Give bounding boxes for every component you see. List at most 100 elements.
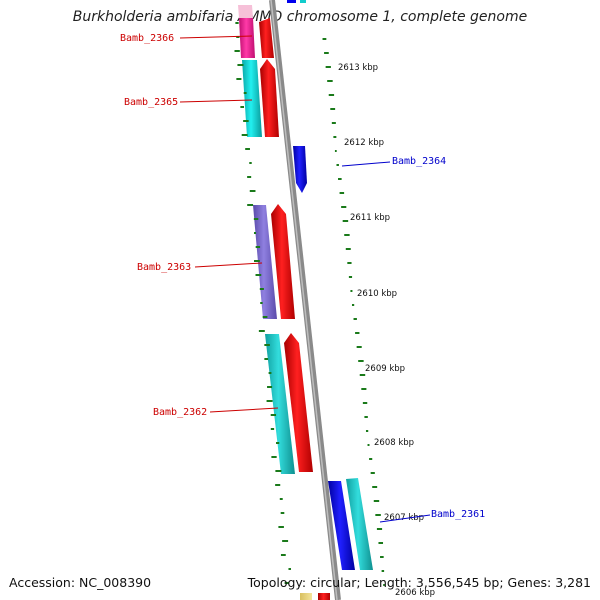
gene-bamb-2362-color-block [265,334,295,474]
gc-tick-outer [336,164,339,166]
gc-tick-inner [245,148,250,150]
gc-tick-outer [344,234,350,236]
partial-feature-bottom [300,593,330,600]
gene-leader-line [341,161,391,167]
gc-tick-outer [322,38,327,40]
gene-bamb-2361[interactable] [328,478,373,570]
gc-tick-outer [347,262,352,264]
gc-tick-inner [240,106,245,108]
gene-bamb-2362[interactable] [265,333,313,474]
scale-tick-label: 2613 kbp [338,63,378,73]
gene-bamb-2365[interactable] [242,59,279,137]
gc-tick-inner [280,554,286,556]
gc-tick-inner [243,92,247,94]
topology-label: Topology: circular; Length: 3,556,545 bp… [247,575,591,590]
gc-tick-inner [253,218,259,220]
gene-bamb-2361-color-block [346,478,373,570]
gc-tick-inner [282,540,289,542]
gc-tick-outer [338,178,342,180]
gc-tick-outer [364,416,368,418]
gene-label[interactable]: Bamb_2362 [153,407,207,418]
gc-tick-outer [350,290,353,292]
gene-label[interactable]: Bamb_2363 [137,262,191,273]
gc-tick-outer [355,332,360,334]
gc-tick-outer [373,500,380,502]
gc-tick-inner [253,232,257,234]
gc-tick-inner [255,274,262,276]
partial-feature-top [287,0,296,3]
scale-tick-label: 2610 kbp [357,289,397,299]
gc-tick-outer [345,248,351,250]
gene-bamb-2363-color-block [253,205,277,319]
gene-labels: Bamb_2366 Bamb_2365 Bamb_2364 Bamb_2363 Bamb… [120,33,485,523]
gc-tick-inner [259,288,264,290]
gc-tick-inner [275,470,282,472]
gc-tick-inner [280,512,285,514]
gene-bamb-2366-color-block [239,18,255,58]
gene-bamb-2363[interactable] [253,204,295,319]
gc-tick-inner [260,302,263,304]
gene-bamb-2362-cds-arrow [284,333,313,472]
scale-tick-label: 2611 kbp [350,213,390,223]
gene-bamb-2363-cds-arrow [271,204,295,319]
gc-tick-outer [327,80,333,82]
scale-tick-label: 2612 kbp [344,138,384,148]
gc-tick-outer [353,318,357,320]
gc-tick-inner [243,120,249,122]
gc-tick-outer [362,402,368,404]
gc-tick-outer [330,108,336,110]
gc-tick-inner [247,204,254,206]
gc-tick-outer [339,192,345,194]
gc-tick-inner [268,372,272,374]
scale-tick-label: 2606 kbp [395,588,435,598]
accession-label: Accession: NC_008390 [9,575,152,590]
gc-tick-outer [381,570,385,572]
gc-tick-inner [270,414,277,416]
gene-leader-line [194,262,263,268]
gene-bamb-2365-cds-arrow [260,59,279,137]
scale-ticks: 2613 kbp 2612 kbp 2611 kbp 2610 kbp 2609 kbp… [338,63,435,598]
gc-tick-outer [375,514,381,516]
gc-tick-inner [264,358,269,360]
gc-tick-inner [276,442,280,444]
gene-bamb-2366-cds-arrow [259,18,274,58]
gc-tick-outer [324,52,329,54]
gene-label[interactable]: Bamb_2365 [124,97,178,108]
gc-tick-inner [275,484,281,486]
gene-leader-line [179,99,253,103]
gc-tick-inner [264,344,270,346]
gc-tick-outer [325,66,331,68]
gc-tick-outer [331,122,336,124]
gc-tick-outer [367,444,370,446]
gc-tick-outer [341,206,347,208]
gene-label[interactable]: Bamb_2361 [431,509,485,520]
gc-tick-outer [348,276,353,278]
gc-tick-outer [372,486,378,488]
gc-tick-outer [378,542,384,544]
gc-tick-inner [237,64,244,66]
gc-tick-outer [369,458,373,460]
gc-tick-inner [249,162,252,164]
gc-tick-inner [262,316,268,318]
scale-tick-label: 2607 kbp [384,513,424,523]
gc-tick-inner [288,568,291,570]
map-title: Burkholderia ambifaria AMMD chromosome 1… [72,9,528,25]
scale-tick-label: 2609 kbp [365,364,405,374]
gene-leader-line [209,407,279,413]
gene-label[interactable]: Bamb_2366 [120,33,174,44]
gc-tick-outer [342,220,349,222]
gc-tick-inner [253,260,260,262]
gene-bamb-2364-arrow[interactable] [293,146,307,193]
gene-label[interactable]: Bamb_2364 [392,156,446,167]
gc-tick-outer [328,94,335,96]
gc-tick-inner [271,456,277,458]
gc-tick-inner [270,428,275,430]
gc-tick-inner [278,526,284,528]
gc-tick-inner [266,400,273,402]
gc-content-ticks [234,22,385,586]
gene-bamb-2361-cds-arrow [328,481,355,570]
gc-tick-outer [361,388,367,390]
gene-bamb-2366[interactable] [238,5,274,58]
gc-tick-outer [383,584,385,586]
